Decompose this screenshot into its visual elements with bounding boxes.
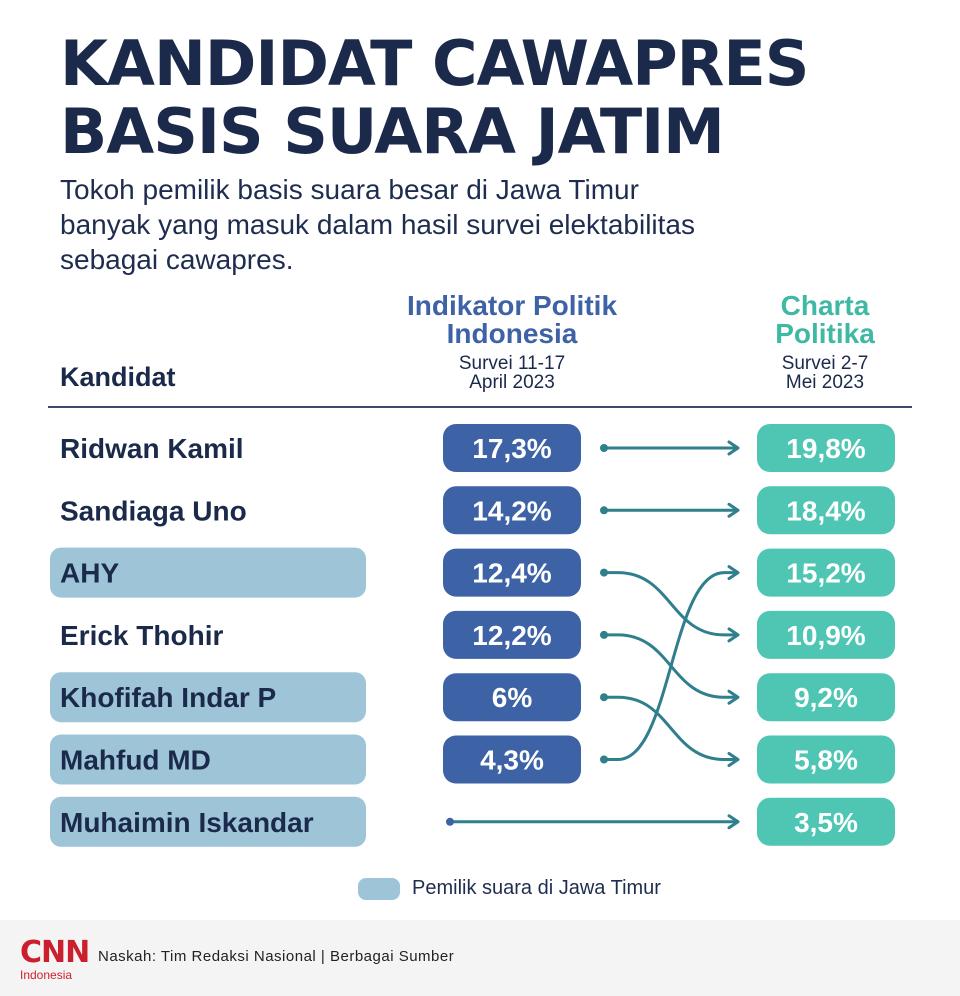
jatim-highlight-khofifah-indar-p bbox=[50, 672, 366, 723]
legend-label: Pemilik suara di Jawa Timur bbox=[412, 877, 661, 899]
page-title: KANDIDAT CAWAPRES BASIS SUARA JATIM bbox=[60, 27, 809, 168]
footer: CNN Indonesia Naskah: Tim Redaksi Nasion… bbox=[0, 920, 960, 996]
cp-value-pill-khofifah-indar-p bbox=[757, 735, 895, 784]
header-divider bbox=[48, 406, 912, 408]
candidate-name-muhaimin-iskandar: Muhaimin Iskandar bbox=[60, 807, 314, 838]
slope-chart: Ridwan Kamil Sandiaga Uno AHY Erick Thohir K… bbox=[50, 424, 895, 847]
connector-arrowhead-muhaimin-iskandar bbox=[727, 814, 740, 830]
cp-value-pill-ahy bbox=[757, 610, 895, 659]
connector-arrowhead-khofifah-indar-p bbox=[727, 752, 740, 767]
connector-arrowhead-mahfud-md bbox=[727, 565, 740, 581]
connector-arrowhead-sandiaga-uno bbox=[727, 502, 740, 518]
subtitle-line-3: sebagai cawapres. bbox=[60, 244, 294, 275]
legend: Pemilik suara di Jawa Timur bbox=[358, 877, 661, 900]
connector-start-dot-sandiaga-uno bbox=[600, 506, 608, 515]
subtitle-line-1: Tokoh pemilik basis suara besar di Jawa … bbox=[60, 174, 639, 205]
cp-value-label-ahy: 10,9% bbox=[786, 620, 865, 651]
connector-start-dot-khofifah-indar-p bbox=[600, 693, 608, 702]
cp-source-line-2: Politika bbox=[775, 318, 875, 349]
ipi-value-pill-ahy bbox=[443, 548, 581, 597]
connector-start-dot-muhaimin-iskandar bbox=[446, 817, 454, 826]
legend-swatch bbox=[358, 877, 400, 900]
connector-start-dot-ahy bbox=[600, 568, 608, 577]
ipi-value-label-mahfud-md: 4,3% bbox=[480, 745, 544, 776]
candidate-name-ahy: AHY bbox=[60, 558, 119, 589]
cp-source-line-1: Charta bbox=[780, 290, 870, 321]
connector-arrowhead-ridwan-kamil bbox=[727, 440, 740, 456]
cp-value-label-mahfud-md: 15,2% bbox=[786, 558, 865, 589]
ipi-value-label-sandiaga-uno: 14,2% bbox=[472, 495, 551, 526]
ipi-value-label-ahy: 12,4% bbox=[472, 558, 551, 589]
title-line-1: KANDIDAT CAWAPRES bbox=[60, 27, 809, 100]
cp-value-pill-muhaimin-iskandar bbox=[757, 797, 895, 846]
cp-period-line-1: Survei 2-7 bbox=[781, 353, 869, 374]
ipi-value-label-ridwan-kamil: 17,3% bbox=[472, 433, 551, 464]
cp-period-line-2: Mei 2023 bbox=[785, 372, 865, 393]
ipi-value-pill-erick-thohir bbox=[443, 610, 581, 659]
ipi-source-line-1: Indikator Politik bbox=[406, 290, 618, 321]
source-credit: Naskah: Tim Redaksi Nasional | Berbagai … bbox=[98, 948, 455, 965]
subtitle-line-2: banyak yang masuk dalam hasil survei ele… bbox=[60, 209, 695, 240]
candidate-name-khofifah-indar-p: Khofifah Indar P bbox=[60, 682, 276, 713]
kandidat-column-header: Kandidat bbox=[60, 362, 176, 392]
ipi-value-label-erick-thohir: 12,2% bbox=[472, 620, 551, 651]
title-line-2: BASIS SUARA JATIM bbox=[60, 95, 725, 168]
cp-value-label-erick-thohir: 9,2% bbox=[794, 682, 858, 713]
ipi-column-header: Indikator Politik Indonesia Survei 11-17… bbox=[382, 292, 642, 393]
ipi-value-pill-sandiaga-uno bbox=[443, 486, 581, 535]
ipi-value-pill-ridwan-kamil bbox=[443, 424, 581, 472]
ipi-value-label-khofifah-indar-p: 6% bbox=[492, 682, 533, 713]
cp-value-pill-erick-thohir bbox=[757, 673, 895, 722]
candidate-name-ridwan-kamil: Ridwan Kamil bbox=[60, 433, 244, 464]
cnn-indonesia-logo: CNN Indonesia bbox=[20, 935, 90, 983]
ipi-value-pill-mahfud-md bbox=[443, 735, 581, 784]
connector-line-ahy bbox=[604, 571, 738, 637]
connector-start-dot-erick-thohir bbox=[600, 630, 608, 639]
cp-value-pill-sandiaga-uno bbox=[757, 486, 895, 535]
cp-value-pill-mahfud-md bbox=[757, 548, 895, 597]
candidate-name-erick-thohir: Erick Thohir bbox=[60, 620, 223, 651]
cp-value-pill-ridwan-kamil bbox=[757, 424, 895, 472]
connector-arrowhead-ahy bbox=[727, 627, 740, 643]
connector-line-erick-thohir bbox=[604, 633, 738, 699]
connector-arrowhead-erick-thohir bbox=[727, 689, 740, 705]
ipi-source-line-2: Indonesia bbox=[446, 318, 578, 349]
cp-survey-period: Survei 2-7 Mei 2023 bbox=[730, 354, 920, 392]
ipi-period-line-2: April 2023 bbox=[469, 372, 555, 393]
cp-column-header: Charta Politika Survei 2-7 Mei 2023 bbox=[730, 292, 920, 393]
ipi-period-line-1: Survei 11-17 bbox=[458, 353, 566, 374]
connector-start-dot-mahfud-md bbox=[600, 755, 608, 764]
connector-line-khofifah-indar-p bbox=[604, 695, 738, 761]
logo-wordmark: CNN bbox=[20, 935, 90, 970]
connector-start-dot-ridwan-kamil bbox=[600, 444, 608, 452]
cp-value-label-sandiaga-uno: 18,4% bbox=[786, 495, 865, 526]
jatim-highlight-muhaimin-iskandar bbox=[50, 796, 366, 847]
logo-subtext: Indonesia bbox=[20, 968, 73, 982]
ipi-survey-period: Survei 11-17 April 2023 bbox=[382, 354, 642, 392]
cp-value-label-khofifah-indar-p: 5,8% bbox=[794, 745, 858, 776]
cp-value-label-muhaimin-iskandar: 3,5% bbox=[794, 807, 858, 838]
jatim-highlight-mahfud-md bbox=[50, 734, 366, 785]
candidate-name-sandiaga-uno: Sandiaga Uno bbox=[60, 495, 247, 526]
cp-source-name: Charta Politika bbox=[730, 292, 920, 348]
candidate-name-mahfud-md: Mahfud MD bbox=[60, 745, 211, 776]
jatim-highlight-ahy bbox=[50, 547, 366, 598]
ipi-value-pill-khofifah-indar-p bbox=[443, 673, 581, 722]
subtitle: Tokoh pemilik basis suara besar di Jawa … bbox=[60, 172, 860, 277]
cp-value-label-ridwan-kamil: 19,8% bbox=[786, 433, 865, 464]
ipi-source-name: Indikator Politik Indonesia bbox=[382, 292, 642, 348]
